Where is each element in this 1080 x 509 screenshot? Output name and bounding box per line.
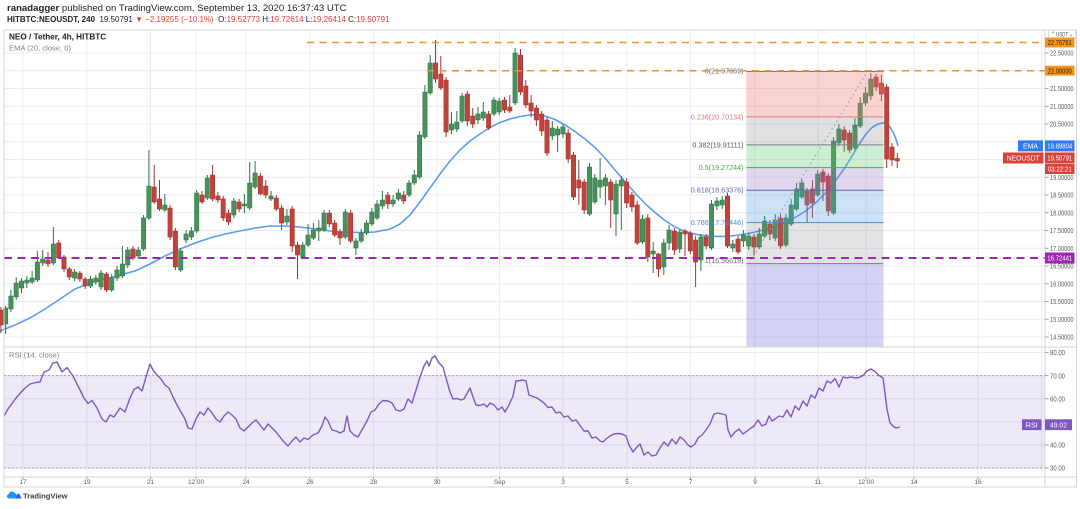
svg-text:18.50000: 18.50000	[1050, 191, 1074, 200]
svg-text:12:00: 12:00	[858, 479, 874, 486]
svg-text:15.50000: 15.50000	[1050, 297, 1074, 306]
svg-text:EMA (20, close, 0): EMA (20, close, 0)	[9, 44, 72, 53]
svg-text:5: 5	[625, 479, 629, 486]
svg-text:⌃ USDT ⌄: ⌃ USDT ⌄	[1051, 31, 1073, 39]
svg-text:NEOUSDT: NEOUSDT	[1007, 154, 1040, 163]
svg-text:19.50791: 19.50791	[1047, 154, 1072, 163]
svg-text:20.50000: 20.50000	[1050, 120, 1074, 129]
svg-text:16.72441: 16.72441	[1047, 254, 1072, 263]
svg-text:NEO / Tether, 4h, HITBTC: NEO / Tether, 4h, HITBTC	[9, 33, 106, 42]
svg-text:19: 19	[83, 479, 91, 486]
svg-text:14.50000: 14.50000	[1050, 333, 1074, 342]
svg-text:30.00: 30.00	[1050, 464, 1065, 473]
svg-text:22.50000: 22.50000	[1050, 49, 1074, 58]
svg-text:49.02: 49.02	[1050, 420, 1067, 429]
svg-text:11: 11	[815, 479, 822, 486]
svg-text:28: 28	[370, 479, 378, 486]
svg-text:17.50000: 17.50000	[1050, 226, 1074, 235]
svg-text:7: 7	[689, 479, 693, 486]
svg-text:21.50000: 21.50000	[1050, 84, 1074, 93]
svg-text:16.50000: 16.50000	[1050, 262, 1074, 271]
svg-text:40.00: 40.00	[1050, 441, 1065, 450]
svg-text:19.89804: 19.89804	[1047, 142, 1072, 151]
svg-text:0.786(17.72446): 0.786(17.72446)	[691, 218, 744, 227]
svg-text:16.00000: 16.00000	[1050, 279, 1074, 288]
svg-text:EMA: EMA	[1023, 142, 1038, 151]
svg-text:21.00000: 21.00000	[1050, 102, 1074, 111]
svg-text:17.00000: 17.00000	[1050, 244, 1074, 253]
svg-text:17: 17	[19, 479, 27, 486]
svg-text:14: 14	[910, 479, 918, 486]
svg-text:RSI (14, close): RSI (14, close)	[9, 351, 60, 360]
svg-text:12:00: 12:00	[188, 479, 204, 486]
svg-text:1(16.56618): 1(16.56618)	[705, 256, 744, 265]
svg-text:0(21.97869): 0(21.97869)	[705, 66, 744, 75]
svg-text:26: 26	[306, 479, 314, 486]
svg-text:9: 9	[753, 479, 757, 486]
svg-text:21: 21	[147, 479, 155, 486]
svg-text:30: 30	[433, 479, 441, 486]
svg-text:16: 16	[974, 479, 982, 486]
svg-text:80.00: 80.00	[1050, 348, 1065, 357]
svg-text:0.236(20.70134): 0.236(20.70134)	[691, 112, 744, 121]
svg-text:RSI: RSI	[1026, 420, 1038, 429]
svg-text:Sep: Sep	[494, 479, 506, 486]
svg-text:0.618(18.63376): 0.618(18.63376)	[691, 186, 744, 195]
svg-text:19.00000: 19.00000	[1050, 173, 1074, 182]
svg-text:60.00: 60.00	[1050, 394, 1065, 403]
svg-text:03:22:21: 03:22:21	[1048, 165, 1072, 174]
svg-text:15.00000: 15.00000	[1050, 315, 1074, 324]
svg-text:24: 24	[242, 479, 250, 486]
svg-text:0.382(19.91111): 0.382(19.91111)	[692, 140, 743, 149]
svg-text:70.00: 70.00	[1050, 371, 1065, 380]
svg-text:18.00000: 18.00000	[1050, 208, 1074, 217]
svg-text:0.5(19.27244): 0.5(19.27244)	[699, 163, 744, 172]
svg-text:22.76761: 22.76761	[1048, 38, 1072, 47]
svg-text:22.00000: 22.00000	[1048, 66, 1072, 75]
svg-text:3: 3	[561, 479, 565, 486]
svg-text:TradingView: TradingView	[23, 491, 68, 500]
